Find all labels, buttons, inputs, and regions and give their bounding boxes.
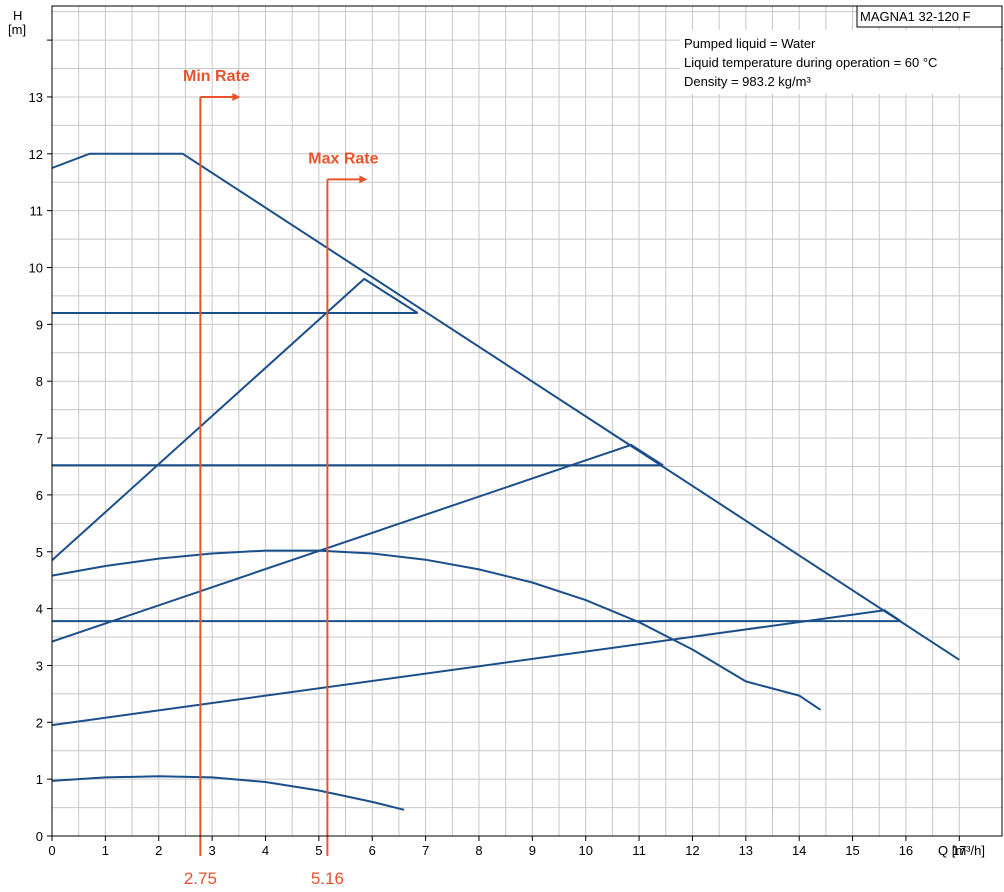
x-tick-label: 9 xyxy=(529,843,536,858)
x-tick-label: 5 xyxy=(315,843,322,858)
y-axis-label: H xyxy=(13,8,22,23)
curve-prop-pressure-high xyxy=(51,277,419,562)
marker-value: 5.16 xyxy=(311,869,344,888)
y-tick-label: 2 xyxy=(36,715,43,730)
marker-value: 2.75 xyxy=(184,869,217,888)
y-axis-unit: [m] xyxy=(8,22,26,37)
plot-frame xyxy=(51,5,1003,837)
y-tick-label: 1 xyxy=(36,772,43,787)
x-tick-label: 16 xyxy=(899,843,913,858)
curve-prop-pressure-mid xyxy=(51,443,664,643)
arrow-right-icon xyxy=(232,92,241,101)
curve-prop-pressure-low xyxy=(51,609,902,727)
y-tick-label: 12 xyxy=(29,147,43,162)
marker-title: Min Rate xyxy=(183,68,250,85)
curve-const-curve-high xyxy=(51,549,822,711)
info-line-density: Density = 983.2 kg/m³ xyxy=(684,74,811,89)
y-tick-label: 6 xyxy=(36,488,43,503)
curve-max-curve xyxy=(51,152,960,661)
marker-max-rate: Max Rate 5.16 xyxy=(308,150,378,888)
x-tick-label: 7 xyxy=(422,843,429,858)
y-tick-label: 7 xyxy=(36,431,43,446)
x-tick-label: 13 xyxy=(739,843,753,858)
x-tick-label: 2 xyxy=(155,843,162,858)
curve-const-curve-low xyxy=(51,775,405,811)
y-tick-label: 13 xyxy=(29,90,43,105)
x-tick-label: 14 xyxy=(792,843,806,858)
y-tick-label: 8 xyxy=(36,374,43,389)
x-tick-label: 10 xyxy=(578,843,592,858)
y-tick-label: 10 xyxy=(29,261,43,276)
y-tick-label: 11 xyxy=(30,204,44,219)
y-tick-label: 9 xyxy=(36,317,43,332)
performance-curves xyxy=(51,152,960,811)
model-label-box xyxy=(856,5,1003,28)
y-tick-label: 4 xyxy=(36,602,43,617)
x-tick-label: 12 xyxy=(685,843,699,858)
x-tick-label: 4 xyxy=(262,843,269,858)
y-tick-label: 5 xyxy=(36,545,43,560)
marker-title: Max Rate xyxy=(308,150,378,167)
x-axis-ticks: 0 1 2 3 4 5 6 7 8 9 10 11 12 13 14 15 16 17 xyxy=(48,836,967,858)
info-background xyxy=(680,30,1000,94)
x-tick-label: 6 xyxy=(369,843,376,858)
x-tick-label: 11 xyxy=(632,843,646,858)
info-line-temperature: Liquid temperature during operation = 60… xyxy=(684,55,937,70)
marker-min-rate: Min Rate 2.75 xyxy=(183,68,250,888)
x-tick-label: 17 xyxy=(952,843,966,858)
x-tick-label: 1 xyxy=(102,843,109,858)
x-tick-label: 15 xyxy=(845,843,859,858)
x-axis-label: Q [m³/h] xyxy=(938,843,985,858)
model-label: MAGNA1 32-120 F xyxy=(860,9,971,24)
x-tick-label: 3 xyxy=(208,843,215,858)
info-line-liquid: Pumped liquid = Water xyxy=(684,36,816,51)
grid xyxy=(52,6,1002,836)
x-tick-label: 0 xyxy=(48,843,55,858)
y-tick-label: 3 xyxy=(36,658,43,673)
y-tick-label: 0 xyxy=(36,829,43,844)
rate-markers: Min Rate 2.75 Max Rate 5.16 xyxy=(183,68,379,888)
x-tick-label: 8 xyxy=(475,843,482,858)
arrow-right-icon xyxy=(359,175,368,184)
